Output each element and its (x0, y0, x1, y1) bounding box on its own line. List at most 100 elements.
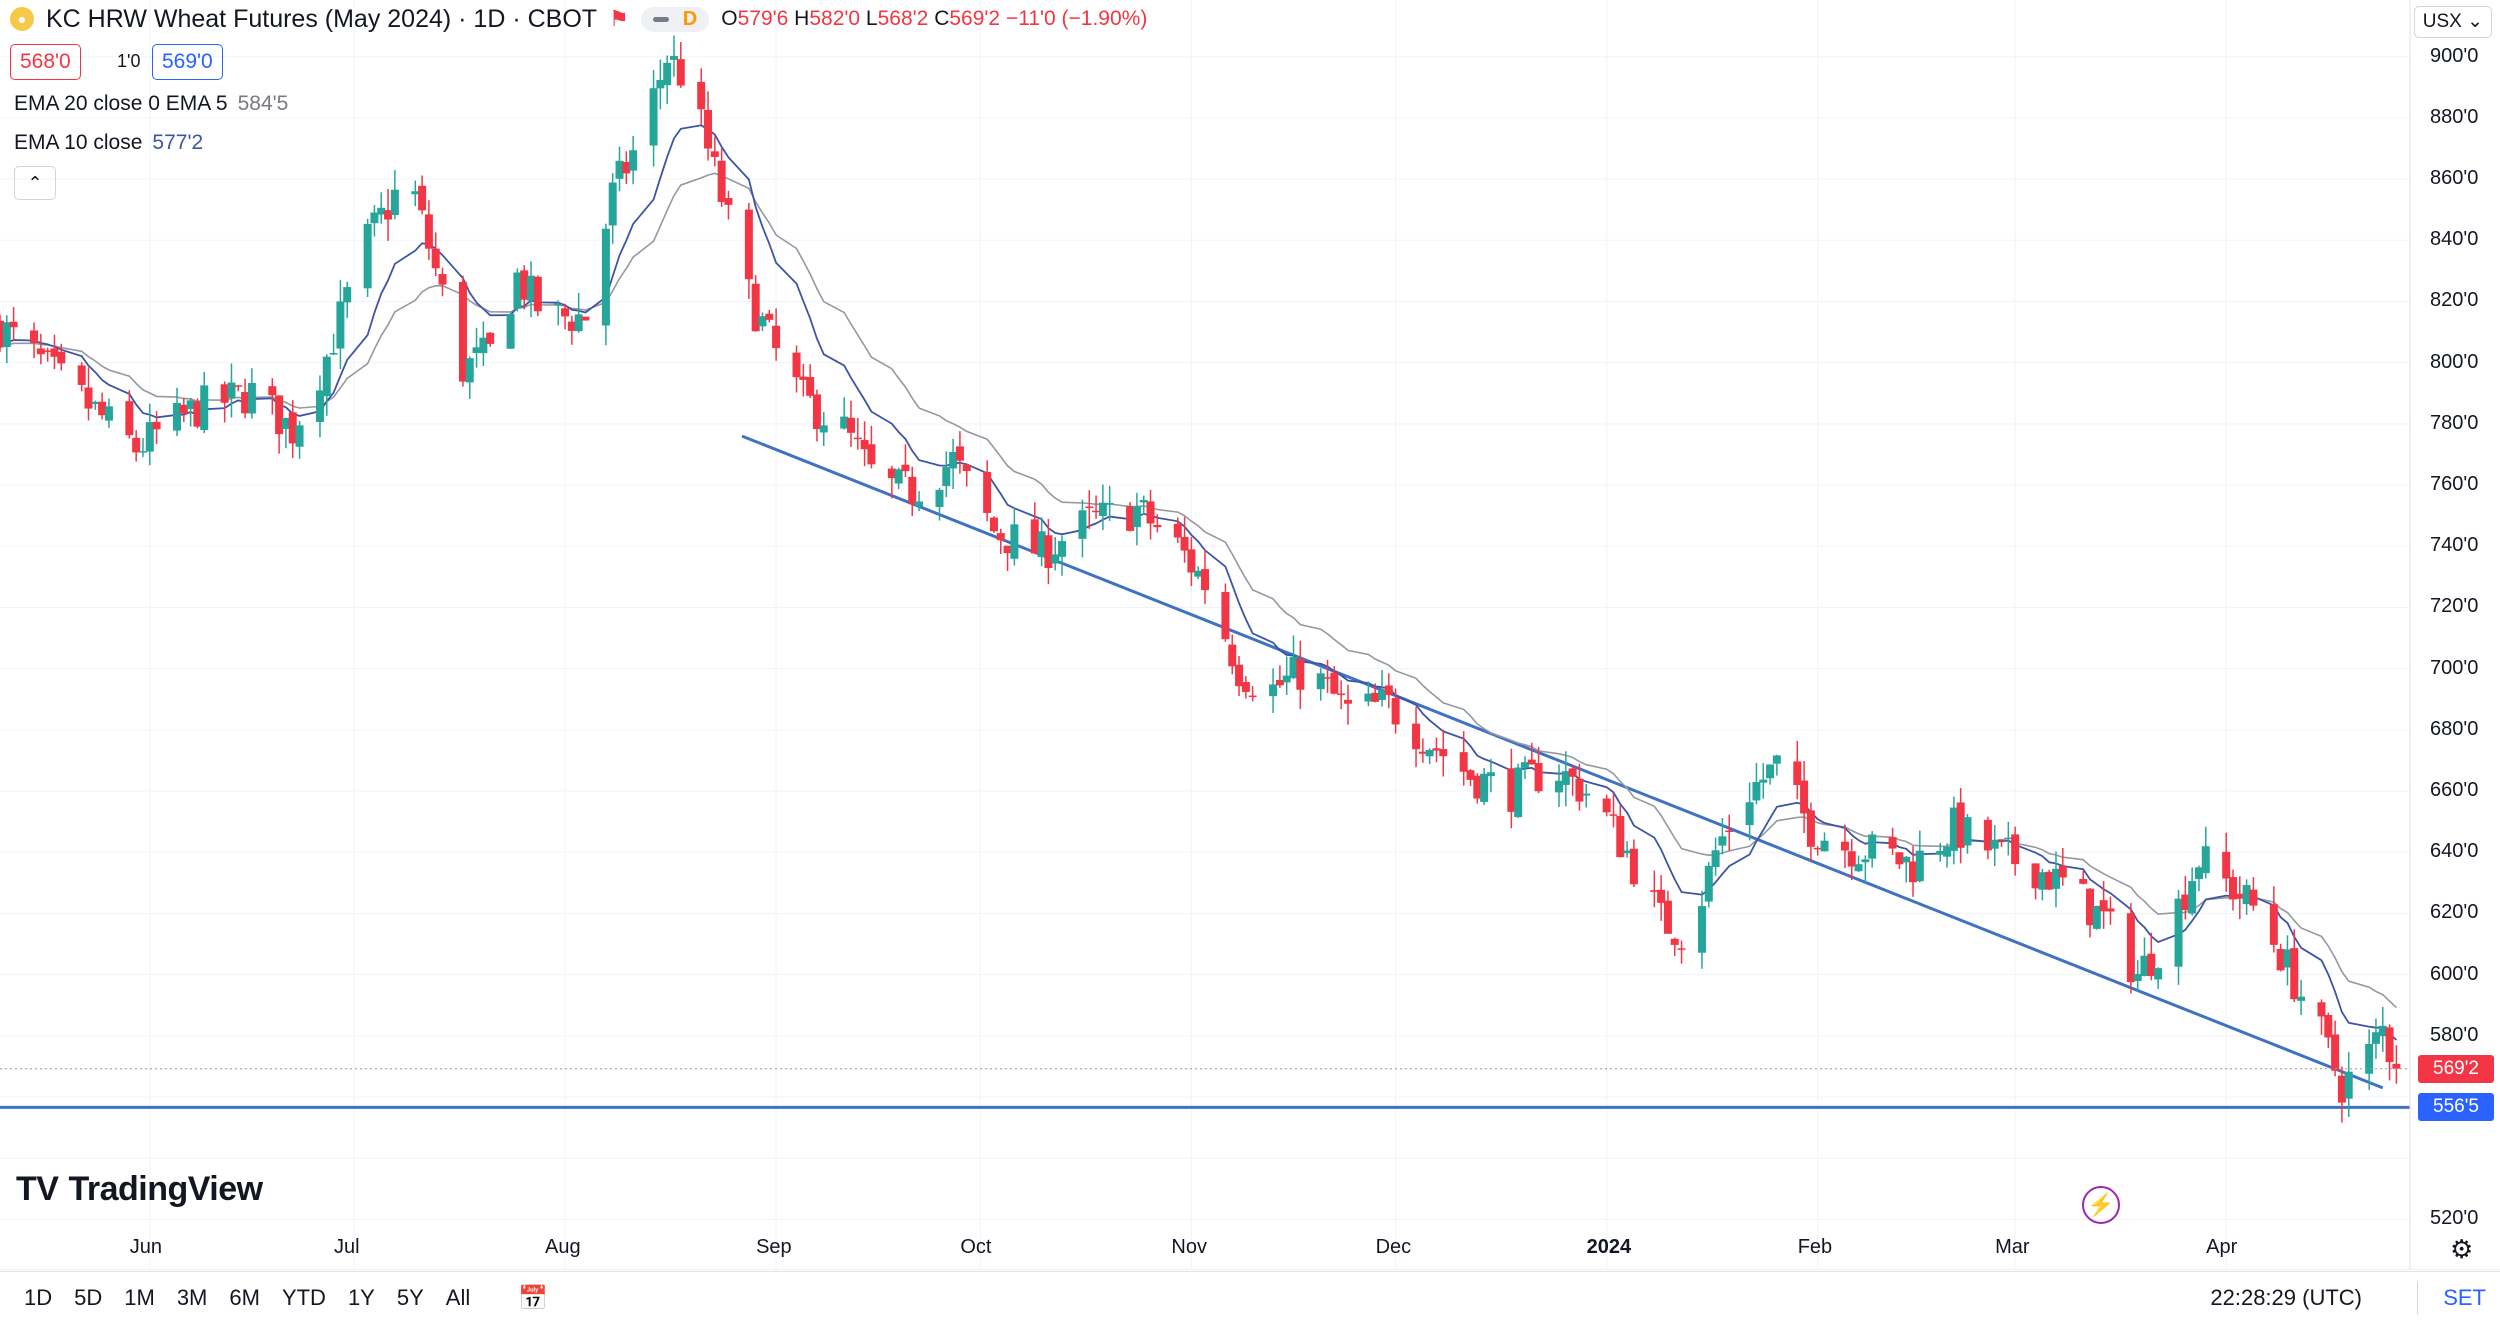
brand-name: TradingView (68, 1170, 263, 1208)
time-tick-label: Oct (960, 1236, 992, 1258)
candle (1378, 669, 1387, 707)
range-1y-button[interactable]: 1Y (347, 1285, 375, 1310)
price-tick-label: 520'0 (2430, 1207, 2479, 1230)
candle-body (1412, 723, 1421, 750)
range-1d-button[interactable]: 1D (24, 1285, 53, 1310)
candle (295, 420, 304, 459)
candle (1568, 764, 1577, 796)
price-tick-label: 720'0 (2430, 595, 2479, 618)
range-ytd-button[interactable]: YTD (281, 1285, 326, 1310)
range-1m-button[interactable]: 1M (124, 1285, 155, 1310)
calendar-icon[interactable]: 📅 (518, 1284, 549, 1312)
price-tick-label: 880'0 (2430, 105, 2479, 128)
candle-body (2174, 898, 2183, 967)
candle-body (704, 109, 713, 149)
gear-icon[interactable]: ⚙ (2450, 1234, 2474, 1264)
candle (84, 367, 93, 421)
candle-body (1323, 677, 1332, 679)
candle (1289, 635, 1298, 679)
candle (98, 392, 107, 420)
candle-body (2011, 834, 2020, 865)
ema-20-legend[interactable]: EMA 20 close 0 EMA 5 584'5 (14, 92, 288, 116)
high-label: H (794, 7, 810, 30)
candle-body (2392, 1063, 2401, 1069)
ema-10-legend[interactable]: EMA 10 close 577'2 (14, 131, 203, 155)
candle-body (84, 387, 93, 409)
candle-body (1575, 778, 1584, 802)
lightning-icon[interactable]: ⚡ (2082, 1186, 2120, 1224)
chevron-up-icon: ⌃ (27, 172, 43, 193)
candle-body (2092, 905, 2101, 929)
candle (2269, 886, 2278, 953)
range-5y-button[interactable]: 5Y (396, 1285, 424, 1310)
candle-body (1364, 693, 1373, 702)
candle-body (2140, 955, 2149, 976)
range-3m-button[interactable]: 3M (176, 1285, 208, 1310)
flag-icon[interactable]: ⚑ (609, 6, 629, 31)
candle (2378, 1006, 2387, 1052)
candle (1439, 729, 1448, 777)
candle (1153, 514, 1162, 533)
price-tick-label: 740'0 (2430, 534, 2479, 557)
price-tick-label: 900'0 (2430, 44, 2479, 67)
candle (418, 175, 427, 215)
sell-button[interactable]: 568'0 (10, 44, 81, 80)
candle-body (1030, 519, 1039, 554)
range-6m-button[interactable]: 6M (229, 1285, 260, 1310)
candle (458, 275, 467, 387)
candle (1609, 792, 1618, 828)
candle-body (227, 382, 236, 398)
candle-body (2290, 948, 2299, 1000)
candle-body (1296, 659, 1305, 690)
price-chart[interactable] (0, 0, 2500, 1270)
session-set-button[interactable]: SET (2443, 1285, 2486, 1310)
candle-body (2058, 865, 2067, 878)
candle (2004, 821, 2013, 856)
range-all-button[interactable]: All (445, 1285, 471, 1310)
candle (1983, 816, 1992, 860)
range-5d-button[interactable]: 5D (74, 1285, 103, 1310)
candle-body (2331, 1034, 2340, 1071)
candle (1275, 665, 1284, 688)
candle (1949, 796, 1958, 865)
candle-body (145, 422, 154, 452)
tradingview-logo[interactable]: TV TradingView (16, 1170, 263, 1209)
close-label: C (934, 7, 950, 30)
clock[interactable]: 22:28:29 (UTC) (2210, 1285, 2362, 1310)
candle-body (622, 161, 631, 174)
candle (268, 378, 277, 415)
candle (2290, 929, 2299, 1003)
candle (2181, 875, 2190, 920)
candle (2194, 865, 2203, 892)
candle-body (465, 358, 474, 383)
candle (1527, 742, 1536, 765)
candle-body (955, 446, 964, 461)
candle (275, 395, 284, 454)
candle (2317, 999, 2326, 1035)
candle (384, 188, 393, 241)
candle-body (1343, 699, 1352, 704)
candle-body (887, 468, 896, 479)
candle-body (2222, 851, 2231, 879)
candle-body (2317, 1002, 2326, 1017)
candle-body (772, 325, 781, 349)
candle-body (751, 283, 760, 332)
candle-body (1527, 759, 1536, 765)
price-tick-label: 820'0 (2430, 289, 2479, 312)
candle-body (1098, 502, 1107, 516)
currency-dropdown[interactable]: USX ⌄ (2413, 6, 2492, 38)
candle (390, 170, 399, 220)
candle (343, 281, 352, 318)
symbol-title[interactable]: KC HRW Wheat Futures (May 2024) · 1D · C… (46, 4, 598, 33)
candle-body (799, 376, 808, 380)
candle (1003, 545, 1012, 572)
collapse-legend-button[interactable]: ⌃ (14, 166, 56, 200)
candle (2147, 932, 2156, 981)
candle (1650, 870, 1659, 908)
candle (894, 467, 903, 490)
data-status-pill[interactable]: D (640, 6, 710, 32)
candle (1718, 818, 1727, 855)
buy-button[interactable]: 569'0 (152, 44, 223, 80)
candle-body (860, 439, 869, 450)
candle-body (506, 314, 515, 349)
